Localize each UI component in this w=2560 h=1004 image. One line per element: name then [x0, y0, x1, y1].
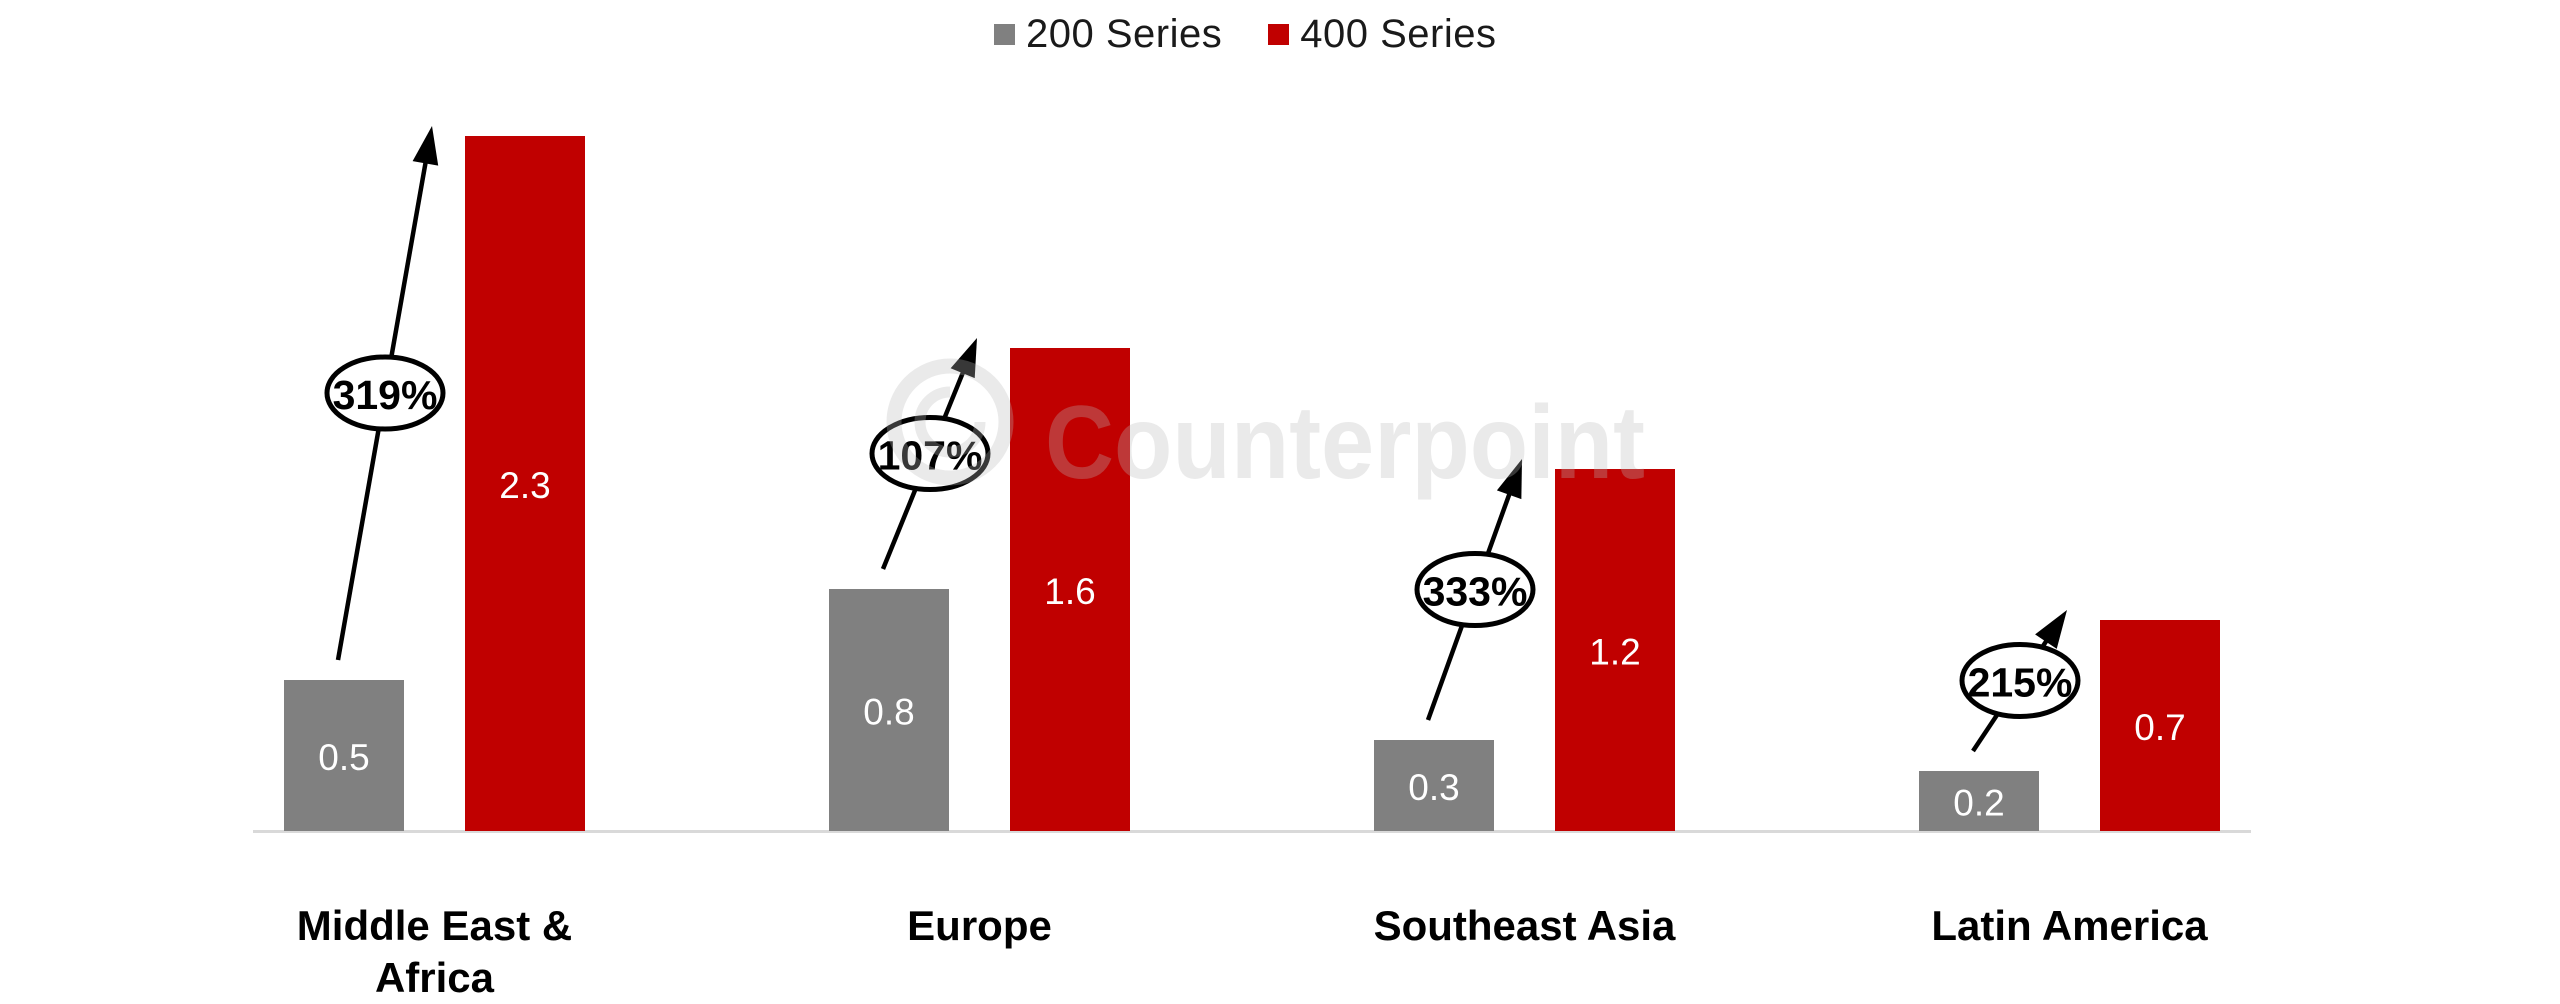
category-label-3: Latin America: [1931, 902, 2208, 949]
watermark-logo-swirl-icon: [914, 386, 986, 458]
legend-label-400-series: 400 Series: [1300, 12, 1497, 56]
bar-200-series-0: [284, 680, 404, 831]
growth-ellipse-1: [869, 415, 991, 492]
growth-ellipse-3: [1959, 642, 2081, 719]
category-label-0-line1: Middle East &: [297, 902, 572, 949]
legend-swatch-200-series-icon: [994, 24, 1015, 45]
growth-ellipse-0: [324, 354, 446, 432]
legend-item-400-series: 400 Series: [1268, 12, 1496, 57]
bar-400-series-1: [1010, 348, 1130, 831]
legend-label-200-series: 200 Series: [1026, 12, 1223, 56]
category-label-2: Southeast Asia: [1374, 902, 1676, 949]
growth-arrowhead-icon-1: [950, 338, 977, 379]
legend: 200 Series 400 Series: [994, 12, 1496, 57]
bar-value-label-200-1: 0.8: [863, 692, 914, 733]
growth-arrowhead-icon-3: [2035, 610, 2067, 649]
legend-item-200-series: 200 Series: [994, 12, 1222, 57]
bar-400-series-2: [1555, 469, 1675, 831]
growth-annotation-label-3: 215%: [1968, 660, 2073, 706]
bar-200-series-2: [1374, 740, 1494, 831]
legend-swatch-400-series-icon: [1268, 24, 1290, 45]
bar-value-label-400-0: 2.3: [499, 465, 550, 506]
bar-value-label-400-1: 1.6: [1044, 571, 1095, 612]
bar-400-series-3: [2100, 620, 2220, 831]
growth-annotation-label-1: 107%: [878, 433, 983, 479]
growth-annotation-label-2: 333%: [1423, 569, 1528, 615]
growth-arrowhead-icon-0: [412, 126, 439, 166]
growth-arrowhead-icon-2: [1496, 459, 1522, 500]
bar-200-series-1: [829, 589, 949, 831]
bar-value-label-200-3: 0.2: [1953, 783, 2004, 824]
bar-value-label-400-2: 1.2: [1589, 632, 1640, 673]
bar-200-series-3: [1919, 771, 2039, 831]
growth-ellipse-2: [1414, 551, 1536, 628]
bar-400-series-0: [465, 136, 585, 831]
category-label-0-line2: Africa: [375, 954, 495, 1001]
growth-annotation-label-0: 319%: [333, 372, 438, 418]
bar-value-label-200-2: 0.3: [1408, 767, 1459, 808]
bar-value-label-400-3: 0.7: [2134, 707, 2185, 748]
bar-value-label-200-0: 0.5: [318, 737, 369, 778]
category-label-1: Europe: [907, 902, 1052, 949]
axis-line: [253, 830, 2251, 833]
watermark-logo-icon: [886, 358, 1014, 486]
watermark-text: Counterpoint: [1045, 385, 1645, 501]
